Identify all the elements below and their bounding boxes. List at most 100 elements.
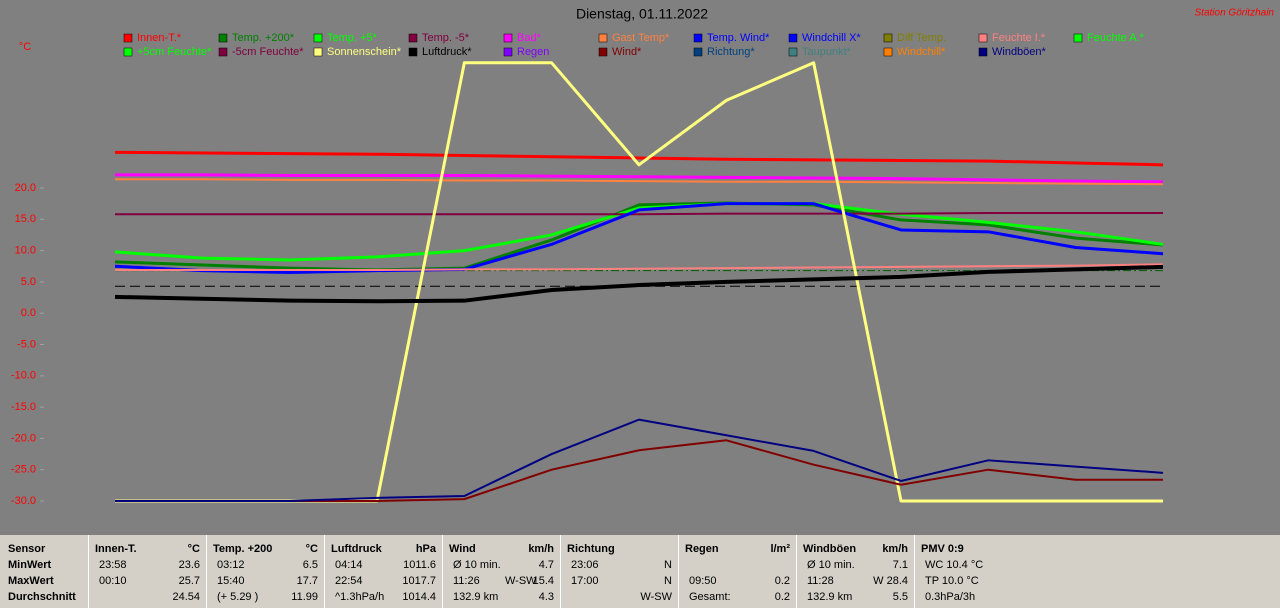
stats-row: Ø 10 min. 4.7 bbox=[449, 557, 554, 573]
legend-label: Feuchte I.* bbox=[992, 32, 1046, 44]
stats-row: 24.54 bbox=[95, 589, 200, 605]
series-line bbox=[115, 212, 1163, 216]
stats-row: Durchschnitt bbox=[6, 589, 82, 605]
legend-label: Gast Temp* bbox=[612, 32, 670, 44]
block-unit: km/h bbox=[882, 543, 908, 555]
cell: 22:54 bbox=[335, 575, 363, 587]
legend-label: Temp. +5* bbox=[327, 32, 378, 44]
block-name: Wind bbox=[449, 543, 476, 555]
cell: 04:14 bbox=[335, 559, 363, 571]
cell: Ø 10 min. bbox=[807, 559, 855, 571]
cell: 4.7 bbox=[538, 559, 554, 571]
row-label: MinWert bbox=[8, 559, 52, 571]
cell: 11.99 bbox=[291, 591, 318, 603]
cell: 25.7 bbox=[178, 575, 200, 587]
legend-label: Bad* bbox=[517, 32, 542, 44]
legend-swatch bbox=[883, 47, 893, 57]
legend-swatch bbox=[693, 47, 703, 57]
stats-block: Innen-T. °C 23:58 23.6 00:10 25.7 24.54 bbox=[88, 535, 206, 608]
block-unit: °C bbox=[305, 543, 318, 555]
cell: TP 10.0 °C bbox=[925, 575, 979, 587]
cell: 0.2 bbox=[774, 575, 790, 587]
block-name: Richtung bbox=[567, 543, 615, 555]
legend-label: Luftdruck* bbox=[422, 46, 472, 58]
stats-panel: Sensor MinWert MaxWert Durchschnitt Innen-T.… bbox=[0, 535, 1280, 608]
legend-swatch bbox=[788, 47, 798, 57]
stats-row: WC 10.4 °C bbox=[921, 557, 1026, 573]
y-axis-label: °C bbox=[19, 41, 31, 53]
stats-row: 17:00 N bbox=[567, 573, 672, 589]
cell: 132.9 km bbox=[807, 591, 853, 603]
y-tick-label: 5.0 bbox=[21, 276, 36, 288]
stats-row: 132.9 km 4.3 bbox=[449, 589, 554, 605]
cell: 132.9 km bbox=[453, 591, 499, 603]
block-header: Innen-T. °C bbox=[95, 541, 200, 557]
cell: 17:00 bbox=[571, 575, 599, 587]
row-label: MaxWert bbox=[8, 575, 54, 587]
cell: ^1.3hPa/h bbox=[335, 591, 385, 603]
y-tick-label: 20.0 bbox=[15, 182, 36, 194]
series-line bbox=[114, 202, 1164, 262]
y-tick-label: -20.0 bbox=[11, 432, 36, 444]
cell: W 28.4 bbox=[873, 575, 908, 587]
stats-row: 03:12 6.5 bbox=[213, 557, 318, 573]
series-line bbox=[114, 264, 1164, 304]
legend-label: Windchill X* bbox=[802, 32, 861, 44]
series-line bbox=[114, 150, 1164, 167]
legend-swatch bbox=[978, 33, 988, 43]
legend-label: -5cm Feuchte* bbox=[232, 46, 304, 58]
block-name: PMV 0:9 bbox=[921, 543, 964, 555]
sensor-column: Sensor MinWert MaxWert Durchschnitt bbox=[0, 535, 88, 608]
cell: 0.2 bbox=[774, 591, 790, 603]
stats-row: 23:06 N bbox=[567, 557, 672, 573]
series-line bbox=[115, 439, 1163, 502]
stats-block: Richtung 23:06 N 17:00 N W-SW bbox=[560, 535, 678, 608]
stats-block: Luftdruck hPa 04:14 1011.6 22:54 1017.7 ^1.3hP… bbox=[324, 535, 442, 608]
stats-row: Gesamt: 0.2 bbox=[685, 589, 790, 605]
cell: 7.1 bbox=[892, 559, 908, 571]
cell: 6.5 bbox=[302, 559, 318, 571]
stats-row: TP 10.0 °C bbox=[921, 573, 1026, 589]
legend-swatch bbox=[883, 33, 893, 43]
stats-row: 00:10 25.7 bbox=[95, 573, 200, 589]
cell: W-SW bbox=[640, 591, 672, 603]
cell: 00:10 bbox=[99, 575, 127, 587]
stats-row: 22:54 1017.7 bbox=[331, 573, 436, 589]
legend-swatch bbox=[313, 47, 323, 57]
cell: 1017.7 bbox=[402, 575, 436, 587]
legend-label: Windchill* bbox=[897, 46, 946, 58]
legend-swatch bbox=[218, 33, 228, 43]
block-unit: hPa bbox=[415, 543, 436, 555]
cell: Ø 10 min. bbox=[453, 559, 501, 571]
series-line bbox=[115, 61, 1163, 503]
station-name: Station Göritzhain bbox=[1195, 8, 1275, 19]
stats-row: 23:58 23.6 bbox=[95, 557, 200, 573]
cell: 03:12 bbox=[217, 559, 245, 571]
legend-label: Temp. +200* bbox=[232, 32, 295, 44]
row-label: Sensor bbox=[8, 543, 46, 555]
legend-label: Innen-T.* bbox=[137, 32, 182, 44]
legend-swatch bbox=[503, 47, 513, 57]
legend-label: Temp. Wind* bbox=[707, 32, 770, 44]
block-name: Luftdruck bbox=[331, 543, 382, 555]
block-name: Temp. +200 bbox=[213, 543, 273, 555]
legend-label: Temp. -5* bbox=[422, 32, 470, 44]
stats-row: 09:50 0.2 bbox=[685, 573, 790, 589]
block-header: Wind km/h bbox=[449, 541, 554, 557]
cell: W-SW bbox=[505, 575, 537, 587]
series-line bbox=[115, 263, 1164, 272]
block-header: PMV 0:9 bbox=[921, 541, 1026, 557]
chart-title: Dienstag, 01.11.2022 bbox=[576, 6, 708, 22]
cell: 23.6 bbox=[178, 559, 200, 571]
y-tick-label: -10.0 bbox=[11, 370, 36, 382]
stats-row: 132.9 km 5.5 bbox=[803, 589, 908, 605]
legend-label: Wind* bbox=[612, 46, 642, 58]
stats-block: Temp. +200 °C 03:12 6.5 15:40 17.7 (+ 5.29 ) 11… bbox=[206, 535, 324, 608]
cell: Gesamt: bbox=[689, 591, 731, 603]
series-line bbox=[115, 173, 1164, 184]
stats-row: 0.3hPa/3h bbox=[921, 589, 1026, 605]
block-unit: °C bbox=[187, 543, 200, 555]
block-header: Temp. +200 °C bbox=[213, 541, 318, 557]
cell: 24.54 bbox=[172, 591, 200, 603]
